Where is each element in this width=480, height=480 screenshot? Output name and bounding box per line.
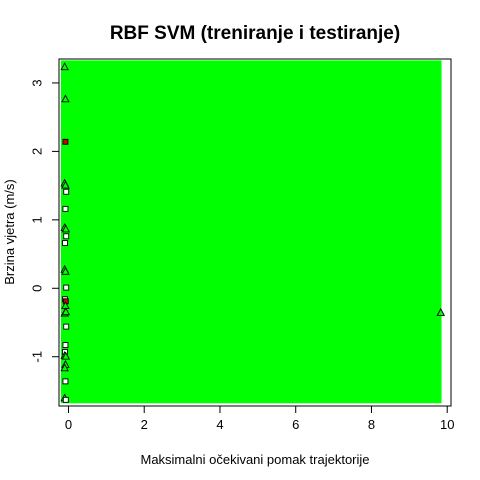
y-axis-label: Brzina vjetra (m/s) xyxy=(2,179,17,284)
x-tick-label: 10 xyxy=(440,417,454,432)
data-point-triangle xyxy=(61,94,70,103)
y-axis: -1 0 1 2 3 xyxy=(30,79,60,363)
x-axis: 0 2 4 6 8 10 xyxy=(65,405,454,432)
data-point-triangle xyxy=(61,224,71,233)
data-point-square xyxy=(62,138,69,145)
data-point-square xyxy=(63,188,70,195)
data-point-square xyxy=(62,205,69,212)
data-point-triangle xyxy=(61,307,71,316)
y-tick-label: 3 xyxy=(30,79,45,86)
data-point-square xyxy=(62,378,69,385)
x-axis-label: Maksimalni očekivani pomak trajektorije xyxy=(140,452,369,467)
data-point-triangle xyxy=(61,266,70,275)
data-point-square xyxy=(62,240,69,247)
x-tick-label: 6 xyxy=(292,417,299,432)
data-points-layer xyxy=(60,62,446,403)
y-tick-label: 1 xyxy=(30,216,45,223)
y-tick-label: 0 xyxy=(30,285,45,292)
x-tick-label: 0 xyxy=(65,417,72,432)
data-point-triangle xyxy=(60,62,69,71)
chart-title: RBF SVM (treniranje i testiranje) xyxy=(110,23,400,44)
data-point-square xyxy=(62,396,69,403)
data-point-square xyxy=(63,233,70,240)
y-tick-label: -1 xyxy=(30,351,45,363)
y-tick-label: 2 xyxy=(30,148,45,155)
data-point-triangle xyxy=(60,363,69,372)
data-point-triangle xyxy=(436,307,446,316)
data-point-square xyxy=(62,342,69,349)
x-tick-label: 2 xyxy=(141,417,148,432)
decision-region xyxy=(60,60,442,404)
x-tick-label: 4 xyxy=(216,417,223,432)
data-point-triangle xyxy=(61,180,70,189)
x-tick-label: 8 xyxy=(368,417,375,432)
decision-region-layer xyxy=(60,60,442,404)
data-point-square xyxy=(63,323,70,330)
data-point-square xyxy=(63,284,70,291)
data-point-triangle xyxy=(61,351,71,360)
